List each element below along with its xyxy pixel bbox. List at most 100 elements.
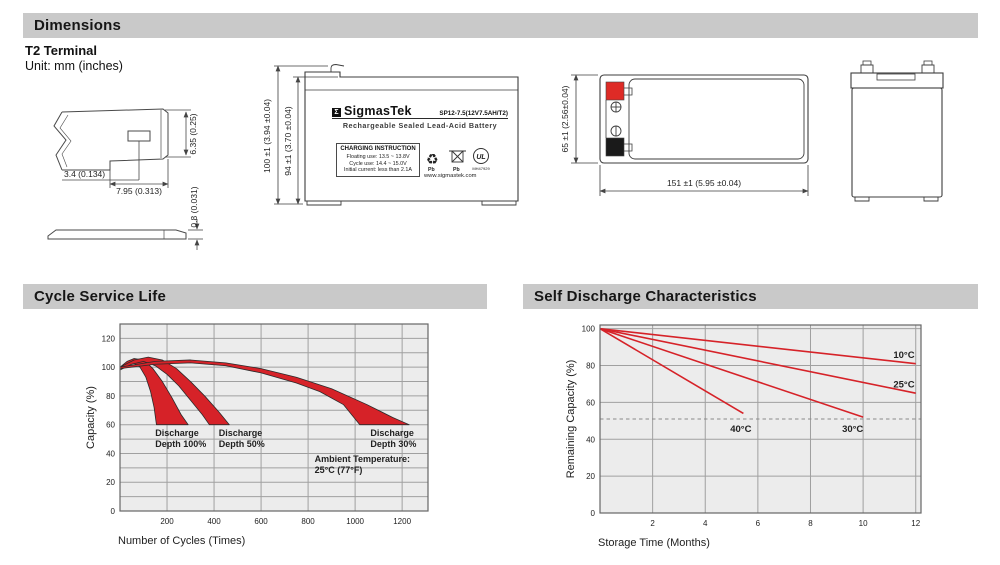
battery-front-view [274, 64, 519, 206]
battery-side-view [850, 60, 944, 202]
svg-text:8: 8 [808, 519, 813, 528]
svg-text:1200: 1200 [393, 517, 411, 526]
svg-text:40: 40 [106, 449, 115, 458]
terminal-hole [127, 130, 151, 142]
series-line [599, 327, 744, 415]
dim-top-width: 151 ±1 (5.95 ±0.04) [667, 178, 741, 188]
terminal-dim-lines [62, 109, 191, 188]
dim-front-height-outer: 100 ±1 (3.94 ±0.04) [262, 99, 272, 173]
series-label: 30°C [842, 424, 863, 435]
self-discharge-chart: 40°C 30°C 25°C 10°C 0 20 40 60 80 100 2 4 6 8 10 12 Rema… [565, 324, 922, 549]
model-number: SP12-7.5(12V7.5AH/T2) [439, 110, 508, 117]
svg-text:12: 12 [911, 519, 920, 528]
negative-terminal-marker [605, 137, 625, 157]
label-icons: ♻ Pb Pb UL MH47929 www.sigmastek.com [423, 148, 490, 179]
tick-labels: 0 20 40 60 80 100 120 200 400 600 800 1000 1200 [102, 334, 412, 526]
y-axis-title: Remaining Capacity (%) [565, 360, 577, 479]
svg-text:60: 60 [586, 398, 595, 407]
self-discharge-title: Self Discharge Characteristics [534, 288, 757, 305]
svg-text:0: 0 [111, 507, 116, 516]
svg-text:0: 0 [591, 509, 596, 518]
charging-line-1: Floating use: 13.5 ~ 13.8V [346, 154, 410, 160]
svg-text:6: 6 [756, 519, 761, 528]
temperature-lines: 40°C 30°C 25°C 10°C [599, 327, 916, 435]
sigma-logo-icon: Σ [332, 108, 341, 117]
svg-text:60: 60 [106, 421, 115, 430]
dim-terminal-width: 7.95 (0.313) [116, 186, 162, 196]
annotation: Discharge Depth 50% [219, 428, 265, 449]
svg-text:800: 800 [301, 517, 315, 526]
battery-subtitle: Rechargeable Sealed Lead-Acid Battery [342, 121, 498, 130]
charging-line-2: Cycle use: 14.4 ~ 15.0V [349, 160, 407, 167]
dim-terminal-height: 6.35 (0.25) [188, 113, 198, 154]
band [119, 356, 230, 426]
series-line [599, 327, 916, 365]
series-label: 40°C [730, 424, 751, 435]
front-terminal-pin [330, 64, 345, 72]
band [119, 359, 410, 426]
dim-front-height-inner: 94 ±1 (3.70 ±0.04) [283, 106, 293, 176]
svg-text:200: 200 [160, 517, 174, 526]
top-view-dim-lines [571, 74, 809, 196]
bin-pb-text: Pb [453, 167, 460, 173]
svg-text:100: 100 [102, 363, 116, 372]
crossed-bin-pb-icon [449, 150, 466, 163]
series-label: 10°C [893, 350, 914, 361]
ul-file-number: MH47929 [472, 166, 490, 171]
svg-text:2: 2 [650, 519, 655, 528]
svg-text:20: 20 [586, 472, 595, 481]
discharge-depth-bands [119, 356, 410, 426]
charging-line-3: Initial current: less than 2.1A [343, 167, 413, 173]
terminal-side-profile [47, 219, 203, 250]
svg-text:600: 600 [254, 517, 268, 526]
dim-hole-offset: 3.4 (0.134) [64, 169, 105, 179]
terminal-blade-drawing [53, 108, 191, 188]
svg-text:120: 120 [102, 334, 116, 343]
svg-text:40: 40 [586, 435, 595, 444]
dim-terminal-thickness: 0.8 (0.031) [189, 186, 199, 227]
cycle-service-life-chart: 0 20 40 60 80 100 120 200 400 600 800 1000 1200 Disch… [85, 323, 429, 547]
plot-border [119, 323, 429, 512]
terminal-type-label: T2 Terminal [25, 43, 98, 58]
x-axis-title: Number of Cycles (Times) [118, 535, 245, 547]
brand-name: SigmasTek [344, 104, 412, 118]
self-discharge-header-bar: Self Discharge Characteristics [523, 284, 978, 309]
polarity-symbols [610, 101, 622, 137]
dimensions-header-bar: Dimensions [23, 13, 978, 38]
svg-text:100: 100 [582, 325, 596, 334]
svg-text:80: 80 [106, 392, 115, 401]
svg-text:4: 4 [703, 519, 708, 528]
svg-text:1000: 1000 [346, 517, 364, 526]
svg-text:80: 80 [586, 362, 595, 371]
annotation: Discharge Depth 100% [155, 428, 206, 449]
cycle-service-life-header-bar: Cycle Service Life [23, 284, 487, 309]
recycle-pb-icon: ♻ [426, 151, 439, 167]
series-line [599, 327, 916, 394]
charging-instruction-title: CHARGING INSTRUCTION [340, 146, 416, 152]
battery-label: Σ SigmasTek SP12-7.5(12V7.5AH/T2) Rechar… [332, 104, 508, 130]
cycle-service-life-title: Cycle Service Life [34, 288, 167, 305]
annotation: Discharge Depth 30% [370, 428, 416, 449]
front-dim-lines [274, 65, 338, 205]
positive-terminal-marker [605, 81, 625, 101]
gridlines [120, 324, 428, 511]
ul-mark-icon: UL MH47929 [472, 148, 490, 171]
unit-label: Unit: mm (inches) [25, 59, 123, 73]
tick-labels: 0 20 40 60 80 100 2 4 6 8 10 12 [582, 325, 921, 528]
recycle-pb-text: Pb [428, 167, 435, 173]
brand-row: Σ SigmasTek SP12-7.5(12V7.5AH/T2) [332, 104, 508, 119]
x-axis-title: Storage Time (Months) [598, 537, 710, 549]
dimension-drawings: 3.4 (0.134) 7.95 (0.313) 6.35 (0.25) 0.8… [47, 60, 944, 250]
series-line [599, 327, 864, 418]
dimensions-title: Dimensions [34, 17, 122, 34]
svg-text:400: 400 [207, 517, 221, 526]
svg-text:UL: UL [476, 154, 485, 161]
battery-top-view [571, 74, 809, 196]
svg-text:10: 10 [859, 519, 868, 528]
svg-text:20: 20 [106, 478, 115, 487]
profile-dim-lines [188, 219, 203, 250]
series-label: 25°C [893, 380, 914, 391]
y-axis-title: Capacity (%) [85, 386, 97, 449]
plot-border [599, 324, 922, 514]
